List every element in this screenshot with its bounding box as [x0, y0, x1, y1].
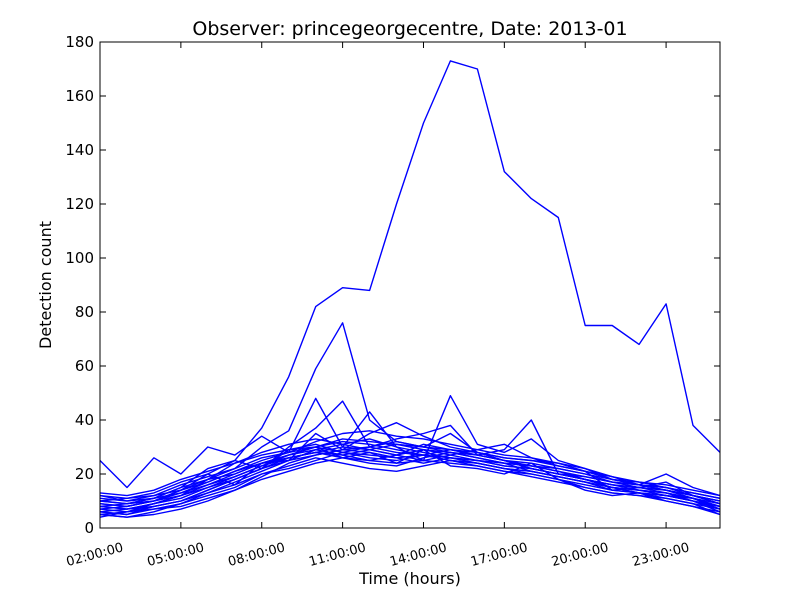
- series-line-22: [99, 443, 721, 505]
- y-tick-label: 60: [75, 357, 94, 375]
- y-tick-label: 100: [65, 249, 94, 267]
- y-tick-label: 0: [84, 519, 94, 537]
- plot-frame: [99, 41, 721, 529]
- y-tick-label: 140: [65, 141, 94, 159]
- x-axis-label: Time (hours): [358, 569, 461, 588]
- series-line-6: [99, 422, 721, 502]
- series-line-1: [99, 60, 721, 508]
- series-line-20: [99, 449, 721, 510]
- series-line-21: [99, 457, 721, 518]
- y-axis-label: Detection count: [36, 221, 55, 349]
- series-line-18: [99, 457, 721, 516]
- y-tick-label: 180: [65, 33, 94, 51]
- y-tick-label: 40: [75, 411, 94, 429]
- series-line-19: [99, 449, 721, 502]
- series-group: [99, 60, 721, 518]
- y-tick-label: 80: [75, 303, 94, 321]
- chart-title: Observer: princegeorgecentre, Date: 2013…: [192, 18, 627, 40]
- y-tick-label: 120: [65, 195, 94, 213]
- y-tick-label: 20: [75, 465, 94, 483]
- y-tick-label: 160: [65, 87, 94, 105]
